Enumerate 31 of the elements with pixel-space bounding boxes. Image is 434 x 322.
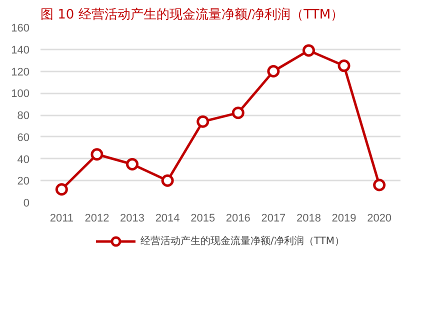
point bbox=[267, 65, 280, 78]
point bbox=[232, 106, 244, 120]
y-tick-label: 80 bbox=[17, 110, 30, 122]
point bbox=[196, 115, 210, 128]
point bbox=[90, 148, 104, 161]
y-tick-label: 140 bbox=[11, 44, 30, 56]
chart-title: 图 10 经营活动产生的现金流量净额/净利润（TTM） bbox=[40, 6, 344, 22]
x-tick-label: 2011 bbox=[50, 212, 74, 224]
point bbox=[126, 158, 139, 170]
point bbox=[338, 60, 350, 72]
point bbox=[161, 174, 174, 187]
x-tick-label: 2015 bbox=[190, 212, 216, 224]
y-tick-label: 120 bbox=[11, 66, 30, 78]
x-tick-label: 2014 bbox=[155, 212, 180, 224]
point bbox=[55, 183, 68, 196]
point bbox=[302, 44, 315, 57]
legend-label: 经营活动产生的现金流量净额/净利润（TTM） bbox=[140, 234, 345, 248]
x-tick-label: 2018 bbox=[296, 212, 321, 224]
y-tick-label: 20 bbox=[17, 176, 30, 188]
y-tick-label: 160 bbox=[11, 22, 30, 34]
x-tick-label: 2020 bbox=[367, 212, 392, 224]
y-tick-label: 100 bbox=[11, 88, 30, 100]
point bbox=[373, 178, 386, 192]
x-tick-label: 2019 bbox=[332, 212, 356, 224]
x-tick-label: 2013 bbox=[120, 212, 145, 224]
x-tick-label: 2012 bbox=[84, 212, 110, 224]
x-tick-label: 2017 bbox=[261, 212, 286, 224]
y-tick-label: 0 bbox=[23, 198, 30, 210]
y-tick-label: 40 bbox=[17, 154, 30, 166]
y-tick-label: 60 bbox=[17, 132, 30, 144]
x-tick-label: 2016 bbox=[226, 212, 250, 224]
